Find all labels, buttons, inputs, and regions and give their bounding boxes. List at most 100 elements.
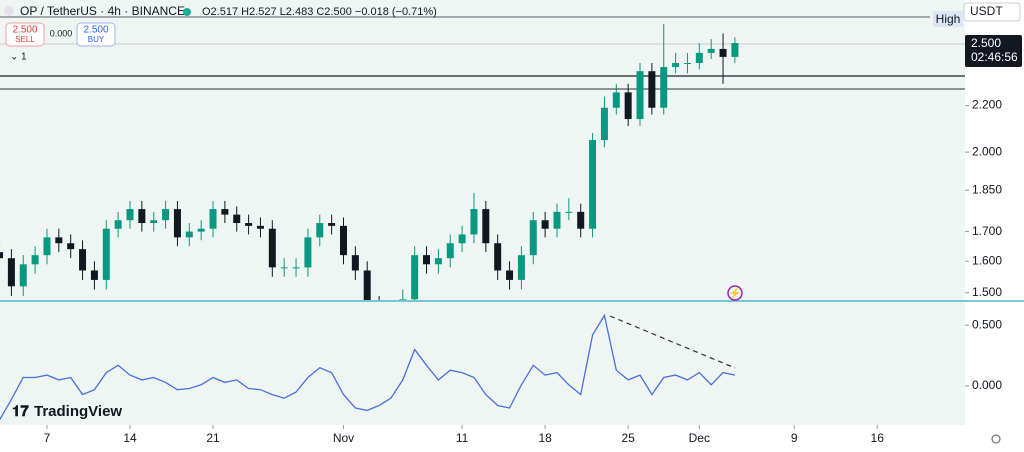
candle-body bbox=[79, 249, 87, 271]
x-tick-label: 25 bbox=[621, 431, 635, 445]
currency: USDT bbox=[970, 4, 1003, 18]
spread: 0.000 bbox=[50, 28, 73, 38]
candle-body bbox=[506, 270, 514, 280]
last-price-tag bbox=[965, 35, 1022, 67]
candle-body bbox=[648, 71, 656, 108]
candle-body bbox=[470, 209, 478, 235]
interval-toggle[interactable]: 1 bbox=[21, 52, 27, 63]
currency-selector[interactable] bbox=[963, 2, 1021, 22]
candle-body bbox=[55, 237, 63, 244]
candle-body bbox=[600, 107, 608, 141]
candle-body bbox=[719, 48, 727, 57]
pane bbox=[0, 313, 736, 421]
high-label: High bbox=[936, 12, 961, 26]
candle-body bbox=[221, 209, 229, 215]
candle-body bbox=[707, 48, 715, 53]
candle-body bbox=[695, 52, 703, 63]
candle-body bbox=[624, 92, 632, 120]
y-tick-label: 2.200 bbox=[972, 98, 1002, 112]
candle-body bbox=[43, 237, 51, 256]
buy-button[interactable] bbox=[76, 22, 116, 47]
y-tick-label: 0.500 bbox=[972, 317, 1002, 331]
candle-body bbox=[731, 43, 739, 57]
candle-body bbox=[173, 209, 181, 238]
candle-body bbox=[411, 255, 419, 300]
candle-body bbox=[423, 255, 431, 265]
candle-body bbox=[351, 255, 359, 271]
x-tick-label: 7 bbox=[44, 431, 51, 445]
brand: TradingView bbox=[34, 403, 122, 420]
pane bbox=[0, 23, 739, 300]
candle-body bbox=[138, 209, 146, 224]
candle-body bbox=[541, 220, 549, 229]
candle-body bbox=[245, 223, 253, 226]
candle-body bbox=[434, 258, 442, 265]
last-price: 2.500 bbox=[971, 36, 1001, 50]
ohlc-values: O2.517 H2.527 L2.483 C2.500 −0.018 (−0.7… bbox=[202, 6, 437, 18]
candle-body bbox=[185, 231, 193, 238]
y-tick-label: 2.000 bbox=[972, 144, 1002, 158]
candle-body bbox=[280, 267, 288, 269]
x-tick-label: Dec bbox=[689, 431, 710, 445]
candle-body bbox=[660, 67, 668, 108]
candle-body bbox=[19, 264, 27, 287]
candle-body bbox=[150, 220, 158, 224]
candle-body bbox=[114, 220, 122, 229]
candle-body bbox=[31, 255, 39, 265]
high-tag bbox=[933, 11, 963, 27]
brand-logo: 𝟏𝟕 bbox=[12, 403, 29, 420]
candle-body bbox=[328, 223, 336, 226]
candle-body bbox=[233, 214, 241, 224]
candle-body bbox=[7, 258, 15, 287]
candle-body bbox=[672, 62, 680, 68]
y-tick-label: 0.000 bbox=[972, 378, 1002, 392]
candle-body bbox=[636, 71, 644, 120]
y-tick-label: 1.500 bbox=[972, 285, 1002, 299]
candle-body bbox=[304, 237, 312, 268]
x-tick-label: 21 bbox=[206, 431, 220, 445]
x-tick-label: 16 bbox=[871, 431, 885, 445]
candle-body bbox=[529, 220, 537, 256]
sell-button[interactable] bbox=[5, 22, 45, 47]
settings-icon[interactable] bbox=[991, 434, 1001, 444]
candle-body bbox=[67, 243, 75, 250]
candle-body bbox=[577, 211, 585, 229]
trend-line bbox=[609, 315, 736, 369]
candle-body bbox=[458, 234, 466, 244]
event-icon-glyph: ⚡ bbox=[729, 287, 741, 300]
symbol: OP / TetherUS · 4h · BINANCE bbox=[20, 4, 185, 18]
candle-body bbox=[553, 211, 561, 229]
sell-price: 2.500 bbox=[12, 25, 37, 36]
x-tick-label: 9 bbox=[791, 431, 798, 445]
candle-body bbox=[612, 92, 620, 108]
x-tick-label: 14 bbox=[123, 431, 137, 445]
x-tick-label: 11 bbox=[456, 431, 469, 445]
symbol-logo bbox=[4, 6, 14, 16]
candle-body bbox=[589, 140, 597, 229]
candle-body bbox=[683, 62, 691, 64]
candle-body bbox=[162, 209, 170, 221]
candle-body bbox=[126, 209, 134, 221]
collapse-arrow[interactable]: ⌄ bbox=[10, 52, 18, 63]
y-tick-label: 1.850 bbox=[972, 182, 1002, 196]
oscillator-line bbox=[0, 313, 736, 421]
candle-body bbox=[256, 225, 264, 229]
event-icon[interactable] bbox=[727, 285, 743, 301]
buy-price: 2.500 bbox=[83, 25, 108, 36]
candle-body bbox=[102, 228, 110, 280]
candle-body bbox=[363, 270, 371, 300]
buy-label: BUY bbox=[88, 35, 105, 44]
candle-body bbox=[399, 299, 407, 300]
candle-body bbox=[494, 243, 502, 271]
countdown: 02:46:56 bbox=[971, 50, 1018, 64]
candle-body bbox=[316, 223, 324, 238]
x-tick-label: 18 bbox=[538, 431, 552, 445]
sell-label: SELL bbox=[15, 35, 35, 44]
candle-body bbox=[517, 255, 525, 280]
candle-body bbox=[209, 209, 217, 229]
candle-body bbox=[0, 252, 4, 259]
candle-body bbox=[197, 228, 205, 232]
candle-body bbox=[268, 228, 276, 268]
x-tick-label: Nov bbox=[333, 431, 354, 445]
candle-body bbox=[446, 243, 454, 259]
